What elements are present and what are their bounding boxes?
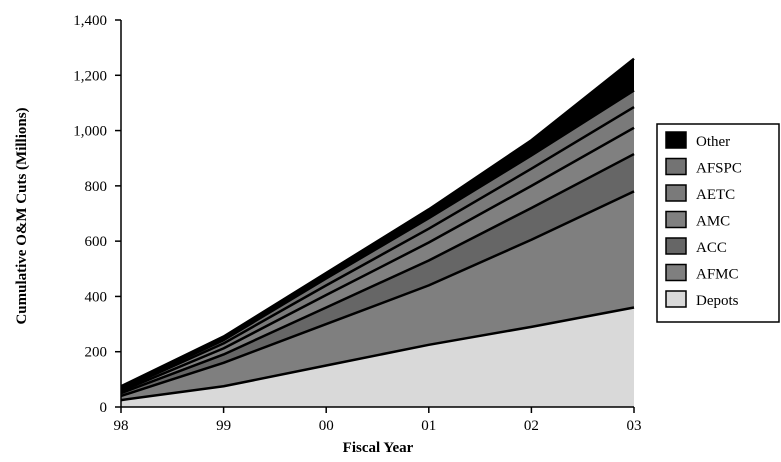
legend-swatch-depots — [665, 290, 687, 308]
legend-label-amc: AMC — [696, 214, 730, 230]
y-tick-label: 0 — [100, 400, 108, 416]
y-axis-ticks: 0 200 400 600 800 1,000 1,200 1,400 — [73, 13, 121, 416]
y-tick-label: 200 — [85, 345, 108, 361]
y-tick-label: 1,000 — [73, 124, 107, 140]
y-tick-label: 400 — [85, 289, 108, 305]
legend-swatch-other — [665, 131, 687, 149]
y-tick-label: 1,400 — [73, 13, 107, 29]
legend-label-afmc: AFMC — [696, 267, 739, 283]
y-axis-title: Cumulative O&M Cuts (Millions) — [14, 107, 30, 324]
line-afmc — [120, 190, 635, 398]
legend-label-aetc: AETC — [696, 187, 735, 203]
x-tick-label: 99 — [216, 418, 231, 434]
chart-axes — [120, 20, 634, 408]
chart-lines — [120, 57, 635, 402]
y-tick-label: 1,200 — [73, 68, 107, 84]
line-amc — [120, 126, 635, 393]
legend: Other AFSPC AETC AMC ACC AFMC Depots — [656, 123, 780, 323]
y-tick-label: 800 — [85, 179, 108, 195]
legend-swatch-afspc — [665, 157, 687, 176]
x-tick-label: 98 — [114, 418, 129, 434]
x-tick-label: 02 — [524, 418, 539, 434]
x-tick-label: 03 — [627, 418, 642, 434]
legend-swatch-amc — [665, 210, 687, 229]
legend-label-depots: Depots — [696, 293, 739, 309]
legend-label-other: Other — [696, 134, 730, 150]
line-acc — [120, 152, 635, 395]
x-axis-title: Fiscal Year — [343, 440, 414, 456]
y-tick-label: 600 — [85, 234, 108, 250]
x-tick-label: 00 — [319, 418, 334, 434]
line-depots — [120, 306, 635, 402]
x-axis-ticks: 98 99 00 01 02 03 — [114, 407, 642, 434]
line-aetc — [120, 106, 635, 391]
line-other — [120, 57, 635, 388]
legend-label-acc: ACC — [696, 240, 727, 256]
x-tick-label: 01 — [421, 418, 436, 434]
legend-label-afspc: AFSPC — [696, 161, 742, 177]
legend-swatch-acc — [665, 237, 687, 255]
area-afmc — [121, 191, 634, 401]
legend-swatch-aetc — [665, 184, 687, 202]
line-afspc — [120, 89, 635, 390]
legend-swatch-afmc — [665, 263, 687, 282]
